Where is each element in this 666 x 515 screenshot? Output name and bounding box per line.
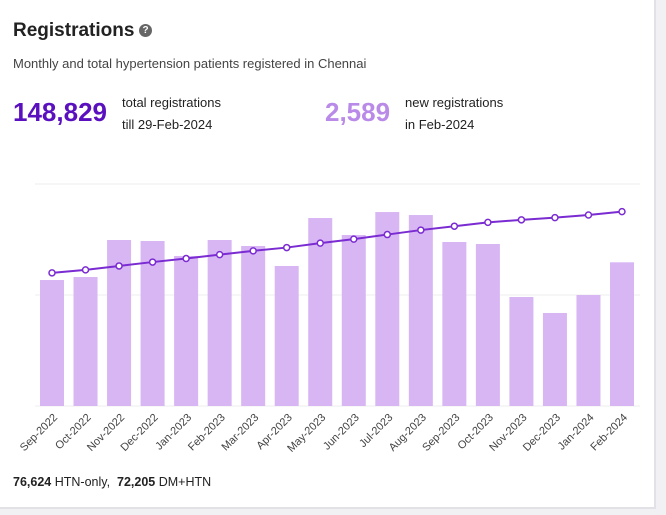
line-point (81, 266, 90, 274)
line-point (551, 213, 559, 222)
htn-value: 76,624 (13, 475, 52, 489)
x-tick-label: Mar-2023 (220, 412, 262, 454)
bar (375, 212, 400, 406)
dm-label: DM+HTN (158, 475, 212, 489)
line-point (484, 218, 492, 227)
new-label: new registrations (405, 95, 504, 110)
bar (509, 296, 534, 406)
new-value: 2,589 (325, 97, 391, 127)
bar (140, 240, 165, 406)
bar (341, 235, 366, 406)
htn-label: HTN-only, (54, 475, 111, 489)
total-label: till 29-Feb-2024 (122, 117, 213, 132)
bar (576, 295, 601, 406)
help-icon[interactable]: ? (139, 24, 152, 37)
new-label: in Feb-2024 (405, 117, 475, 132)
line-point (148, 258, 157, 266)
line-point (215, 250, 224, 259)
line-point (249, 247, 257, 255)
line-point (182, 254, 190, 263)
line-point (350, 235, 358, 243)
bar (542, 312, 567, 406)
card: Registrations ? Monthly and total hypert… (0, 0, 656, 509)
title: Registrations (13, 20, 135, 41)
line-point (383, 230, 392, 239)
footer: 76,624 HTN-only, 72,205 DM+HTN (13, 475, 211, 489)
bar (442, 241, 467, 406)
bar (174, 255, 199, 406)
bar (274, 265, 299, 406)
line-point (282, 243, 291, 252)
subtitle: Monthly and total hypertension patients … (13, 56, 367, 71)
total-value: 148,829 (13, 97, 107, 127)
bar (475, 243, 500, 406)
line-point (417, 226, 425, 234)
total-label: total registrations (122, 95, 221, 110)
line-point (450, 222, 459, 230)
x-tick-label: Jun-2023 (321, 412, 362, 453)
bar (241, 245, 266, 406)
line-point (517, 216, 526, 224)
line (51, 210, 623, 274)
x-tick-label: Sep-2022 (18, 412, 60, 454)
x-tick-label: Feb-2024 (588, 412, 630, 454)
line-point (618, 207, 626, 216)
bar (73, 277, 98, 406)
bar (610, 262, 634, 406)
bar (308, 218, 333, 406)
bar (207, 239, 232, 406)
chart: Sep-2022Oct-2022Nov-2022Dec-2022Jan-2023… (18, 183, 640, 455)
line-point (48, 269, 56, 277)
dm-value: 72,205 (117, 475, 156, 489)
line-point (584, 211, 593, 219)
line-point (115, 262, 123, 270)
bar (408, 215, 433, 406)
bar (40, 280, 64, 406)
line-point (316, 239, 324, 247)
